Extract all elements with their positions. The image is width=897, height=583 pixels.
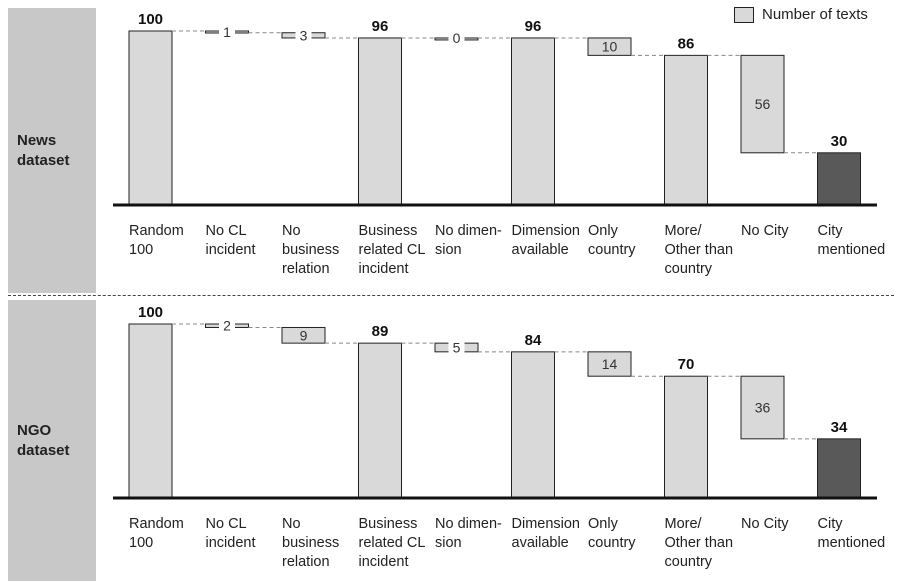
value-label: 9 xyxy=(300,327,308,343)
category-label: sion xyxy=(435,242,462,258)
category-label: relation xyxy=(282,554,330,570)
value-label: 5 xyxy=(453,339,461,355)
value-label: 96 xyxy=(372,18,389,35)
bar-ngo-9 xyxy=(817,438,861,499)
value-label-bg xyxy=(219,24,235,39)
panel-label-ngo: NGO dataset xyxy=(8,300,96,581)
value-label-bg xyxy=(219,318,235,333)
category-label: related CL xyxy=(359,535,426,551)
category-label: sion xyxy=(435,535,462,551)
bar-news-5 xyxy=(511,37,555,206)
value-label: 3 xyxy=(300,27,308,43)
bar-news-0 xyxy=(128,30,173,206)
category-label: More/ xyxy=(665,516,703,532)
value-label: 100 xyxy=(138,304,163,321)
bar-ngo-5 xyxy=(511,351,555,499)
category-label: City xyxy=(818,516,844,532)
category-label: No CL xyxy=(206,223,247,239)
category-label: incident xyxy=(359,261,409,277)
category-label: City xyxy=(818,223,844,239)
category-label: No CL xyxy=(206,516,247,532)
value-label: 84 xyxy=(525,332,542,349)
value-label-bg xyxy=(295,28,312,43)
panel-label-news-line1: News dataset xyxy=(17,131,70,169)
category-label: business xyxy=(282,242,339,258)
category-label: No dimen- xyxy=(435,516,502,532)
category-label: Random xyxy=(129,223,184,239)
bar-news-7 xyxy=(664,54,708,206)
panel-label-ngo-line2: dataset xyxy=(17,441,70,459)
category-label: country xyxy=(665,261,713,277)
value-label-bg xyxy=(448,30,465,45)
category-label: Other than xyxy=(665,242,734,258)
value-label: 10 xyxy=(602,39,618,55)
value-label: 14 xyxy=(602,356,618,372)
value-label: 1 xyxy=(223,24,231,40)
category-label: country xyxy=(665,554,713,570)
value-label: 100 xyxy=(138,11,163,28)
panel-divider xyxy=(8,295,894,296)
category-label: No xyxy=(282,223,301,239)
legend-label: Number of texts xyxy=(762,6,868,23)
category-label: 100 xyxy=(129,535,153,551)
panel-label-ngo-line1: NGO dataset xyxy=(17,421,70,459)
category-label: country xyxy=(588,535,636,551)
panel-label-news: News dataset xyxy=(8,8,96,293)
category-label: Random xyxy=(129,516,184,532)
category-label: No City xyxy=(741,516,789,532)
value-label-bg xyxy=(448,340,465,355)
category-label: mentioned xyxy=(818,535,886,551)
category-label: available xyxy=(512,535,569,551)
value-label: 89 xyxy=(372,323,389,340)
value-label: 36 xyxy=(755,400,771,416)
category-label: incident xyxy=(206,242,256,258)
legend: Number of texts xyxy=(734,6,868,23)
value-label: 96 xyxy=(525,18,542,35)
category-label: 100 xyxy=(129,242,153,258)
bar-ngo-7 xyxy=(664,375,708,499)
legend-swatch xyxy=(734,6,754,23)
category-label: Dimension xyxy=(512,223,581,239)
category-label: Other than xyxy=(665,535,734,551)
bar-news-8 xyxy=(740,54,785,154)
category-label: No City xyxy=(741,223,789,239)
category-label: No dimen- xyxy=(435,223,502,239)
bar-ngo-0 xyxy=(128,323,173,499)
category-label: Business xyxy=(359,223,418,239)
bar-ngo-8 xyxy=(740,375,785,440)
bar-news-6 xyxy=(587,37,632,56)
bar-ngo-6 xyxy=(587,351,632,377)
category-label: available xyxy=(512,242,569,258)
category-label: country xyxy=(588,242,636,258)
category-label: Only xyxy=(588,223,619,239)
value-label: 86 xyxy=(678,35,695,52)
category-label: Only xyxy=(588,516,619,532)
category-label: incident xyxy=(206,535,256,551)
bar-ngo-2 xyxy=(281,326,326,344)
value-label: 34 xyxy=(831,419,848,436)
value-label: 56 xyxy=(755,96,771,112)
value-label: 0 xyxy=(453,30,461,46)
category-label: More/ xyxy=(665,223,703,239)
category-label: Business xyxy=(359,516,418,532)
bar-news-9 xyxy=(817,152,861,206)
value-label: 2 xyxy=(223,318,231,334)
category-label: Dimension xyxy=(512,516,581,532)
bar-ngo-3 xyxy=(358,342,402,499)
category-label: incident xyxy=(359,554,409,570)
category-label: business xyxy=(282,535,339,551)
category-label: relation xyxy=(282,261,330,277)
value-label: 30 xyxy=(831,133,848,150)
bar-news-3 xyxy=(358,37,402,206)
value-label: 70 xyxy=(678,356,695,373)
category-label: mentioned xyxy=(818,242,886,258)
category-label: related CL xyxy=(359,242,426,258)
panel-label-news-line2: dataset xyxy=(17,151,70,169)
category-label: No xyxy=(282,516,301,532)
